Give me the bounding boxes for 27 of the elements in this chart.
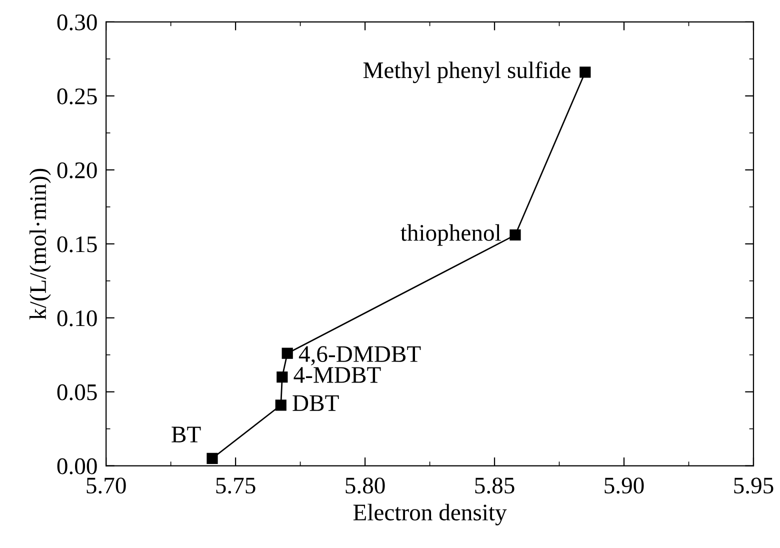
annotation: DBT [292,395,339,411]
point [206,452,218,464]
annotation: BT [172,426,201,442]
x-tick-label: 5.95 [734,478,774,494]
x-tick-label: 5.70 [86,478,126,494]
y-tick-label: 0.10 [57,310,97,326]
point [275,400,286,411]
y-tick-label: 0.15 [57,236,97,252]
x-tick-label: 5.75 [216,478,256,494]
x-tick-label: 5.80 [346,478,385,494]
point [510,229,521,241]
x-tick-label: 5.90 [604,478,644,494]
y-tick-label: 0.30 [57,14,97,30]
point [580,66,591,78]
y-tick-label: 0.25 [57,88,97,104]
x-tick-label: 5.85 [475,478,514,494]
y-axis-title: k/(L/(mol·min)) [29,168,51,320]
y-tick-label: 0.20 [57,162,97,178]
y-tick-label: 0.05 [57,384,97,400]
x-axis-title: Electron density [353,504,507,526]
annotation: 4,6-DMDBT [298,346,421,366]
y-tick-label: 0.00 [57,458,97,474]
annotation: thiophenol [400,224,501,246]
annotation: 4-MDBT [294,367,381,383]
point [276,371,288,383]
point [282,348,293,359]
annotation: Methyl phenyl sulfide [363,61,570,84]
